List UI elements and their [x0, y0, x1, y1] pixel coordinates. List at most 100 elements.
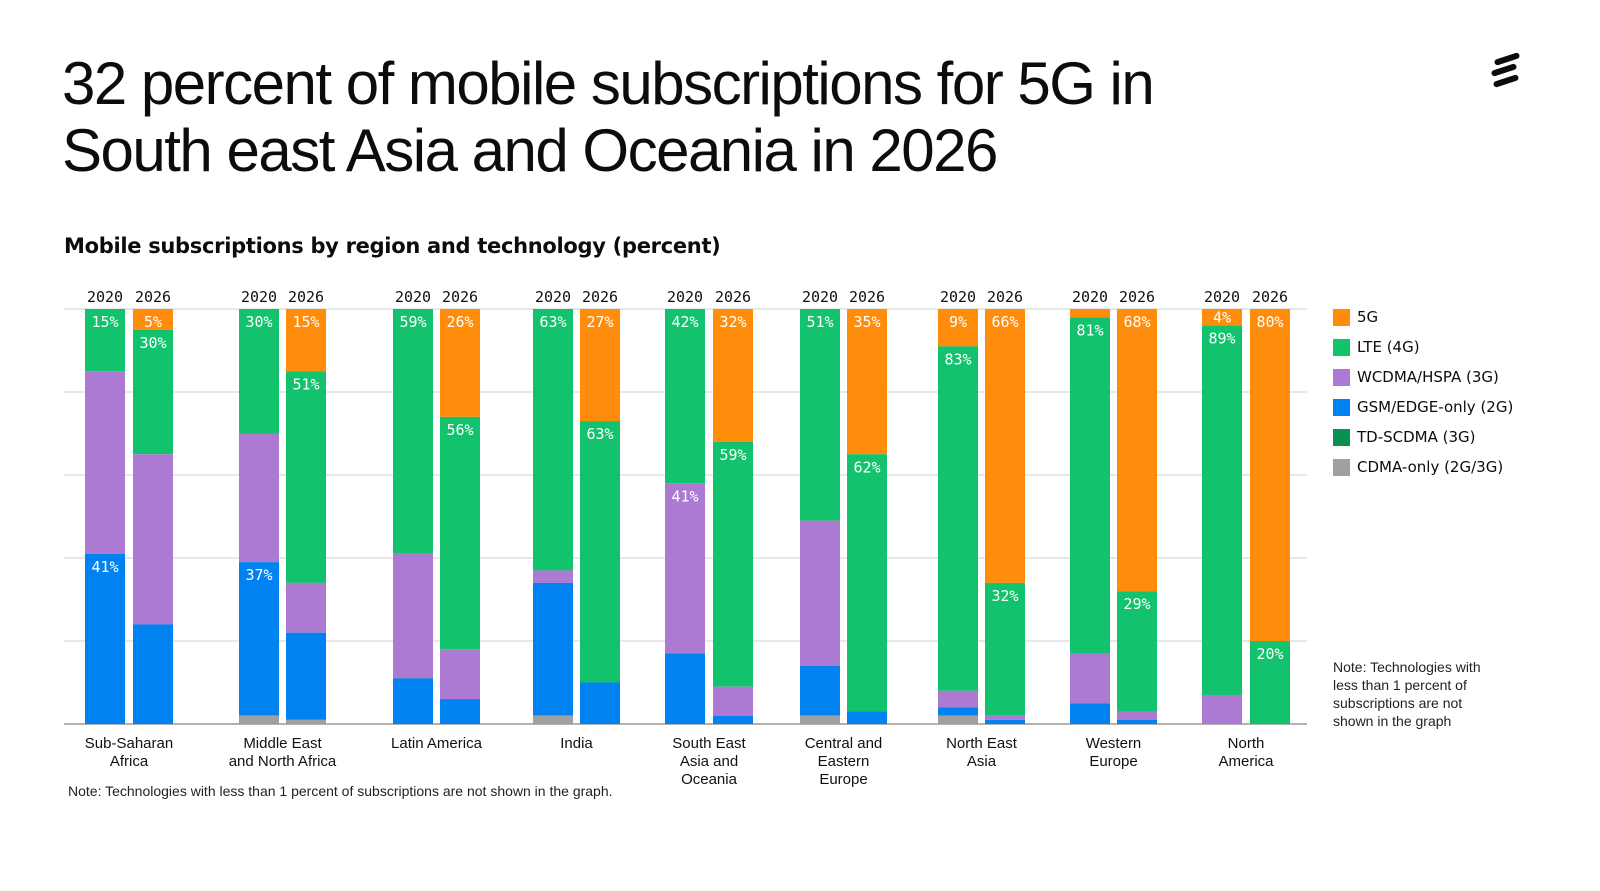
data-label: 80%: [1256, 313, 1283, 331]
legend-item: 5G: [1333, 308, 1378, 326]
legend-swatch: [1333, 458, 1350, 476]
legend-label: TD-SCDMA (3G): [1357, 428, 1476, 446]
bar-segment: [1070, 653, 1110, 704]
data-label: 63%: [586, 425, 613, 443]
bar-segment: [938, 346, 978, 691]
year-tick-label: 2026: [715, 288, 751, 306]
data-label: 27%: [586, 313, 613, 331]
region-label: Latin America: [391, 735, 483, 752]
data-label: 42%: [671, 313, 698, 331]
data-label: 5%: [144, 313, 162, 331]
chart-subtitle: Mobile subscriptions by region and techn…: [64, 234, 721, 258]
bar-segment: [239, 562, 279, 716]
bar-segment: [533, 570, 573, 583]
legend-swatch: [1333, 368, 1350, 386]
bar-segment: [286, 582, 326, 633]
bar-segment: [133, 329, 173, 455]
bar-segment: [533, 582, 573, 716]
bar-segment: [938, 707, 978, 716]
data-label: 37%: [245, 566, 272, 584]
bar-segment: [85, 309, 125, 372]
legend-label: WCDMA/HSPA (3G): [1357, 368, 1499, 386]
region-label: Eastern: [818, 753, 870, 770]
legend-swatch: [1333, 308, 1350, 326]
year-tick-label: 2020: [1072, 288, 1108, 306]
bar-segment: [286, 719, 326, 724]
year-tick-label: 2026: [1119, 288, 1155, 306]
bar-segment: [665, 309, 705, 484]
legend-label: LTE (4G): [1357, 338, 1420, 356]
bar-segment: [800, 665, 840, 716]
bar-segment: [1202, 325, 1242, 695]
year-tick-label: 2026: [288, 288, 324, 306]
bar-segment: [533, 715, 573, 724]
data-label: 56%: [446, 421, 473, 439]
year-tick-label: 2020: [667, 288, 703, 306]
legend-item: CDMA-only (2G/3G): [1333, 458, 1503, 476]
legend-swatch: [1333, 398, 1350, 416]
region-label: Europe: [819, 771, 867, 788]
bar-segment: [239, 433, 279, 563]
bar-segment: [440, 309, 480, 417]
legend-swatch: [1333, 338, 1350, 356]
data-label: 41%: [91, 558, 118, 576]
year-tick-label: 2026: [987, 288, 1023, 306]
bar-segment: [286, 309, 326, 372]
bar-segment: [1250, 309, 1290, 641]
year-tick-label: 2026: [135, 288, 171, 306]
data-label: 59%: [719, 446, 746, 464]
data-label: 30%: [245, 313, 272, 331]
legend-label: GSM/EDGE-only (2G): [1357, 398, 1514, 416]
data-label: 83%: [944, 350, 971, 368]
data-label: 30%: [139, 334, 166, 352]
bar-segment: [847, 454, 887, 712]
year-tick-label: 2020: [241, 288, 277, 306]
bar-segment: [533, 309, 573, 571]
bar-segment: [133, 309, 173, 330]
bar-segment: [440, 416, 480, 650]
bar-segment: [133, 454, 173, 625]
bar-segment: [393, 309, 433, 554]
year-tick-label: 2026: [1252, 288, 1288, 306]
bar-segment: [938, 690, 978, 708]
bar-segment: [580, 421, 620, 683]
year-tick-label: 2020: [1204, 288, 1240, 306]
data-label: 68%: [1123, 313, 1150, 331]
region-label: and North Africa: [229, 753, 337, 770]
legend-swatch: [1333, 428, 1350, 446]
bar-segment: [665, 653, 705, 724]
region-label: India: [560, 735, 593, 752]
region-label: Africa: [110, 753, 149, 770]
bar-segment: [1250, 641, 1290, 724]
bar-segment: [239, 715, 279, 724]
year-tick-label: 2020: [535, 288, 571, 306]
bar-segment: [1117, 309, 1157, 592]
legend-item: GSM/EDGE-only (2G): [1333, 398, 1513, 416]
year-tick-label: 2020: [87, 288, 123, 306]
data-label: 62%: [853, 458, 880, 476]
bar-segment: [1117, 591, 1157, 712]
bar-segment: [440, 649, 480, 700]
legend-label: CDMA-only (2G/3G): [1357, 458, 1504, 476]
bar-segment: [938, 309, 978, 347]
data-label: 29%: [1123, 595, 1150, 613]
bar-segment: [393, 678, 433, 724]
data-label: 51%: [806, 313, 833, 331]
note-bottom: Note: Technologies with less than 1 perc…: [68, 783, 613, 799]
region-label: Central and: [805, 735, 883, 752]
region-label: Middle East: [243, 735, 322, 752]
data-label: 66%: [991, 313, 1018, 331]
legend-item: TD-SCDMA (3G): [1333, 428, 1476, 446]
region-label: Western: [1086, 735, 1142, 752]
bar-segment: [1117, 719, 1157, 724]
legend-item: WCDMA/HSPA (3G): [1333, 368, 1499, 386]
bar-segment: [85, 371, 125, 554]
data-label: 4%: [1213, 309, 1231, 327]
year-tick-label: 2026: [442, 288, 478, 306]
bar-segment: [847, 711, 887, 724]
bar-segment: [1202, 309, 1242, 326]
data-label: 32%: [991, 587, 1018, 605]
region-label: America: [1218, 753, 1274, 770]
bar-segment: [580, 682, 620, 724]
